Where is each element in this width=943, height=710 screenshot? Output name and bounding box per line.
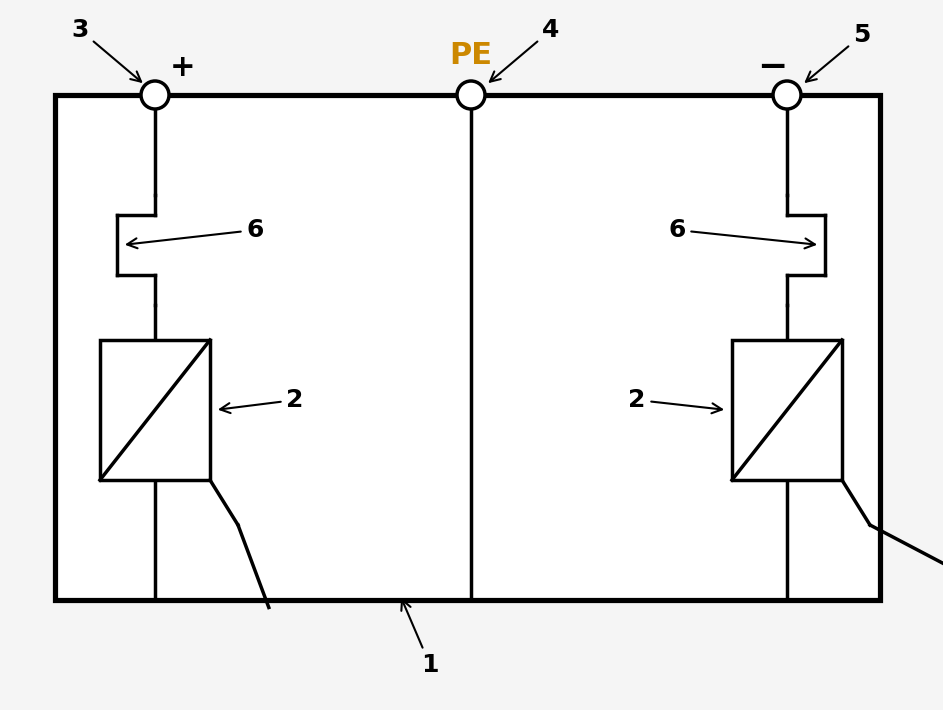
Text: 5: 5 — [806, 23, 870, 82]
Circle shape — [457, 81, 485, 109]
Text: 2: 2 — [628, 388, 722, 413]
Text: 6: 6 — [127, 218, 264, 248]
Circle shape — [141, 81, 169, 109]
Bar — [55, 95, 880, 600]
Text: PE: PE — [450, 40, 492, 70]
Text: 1: 1 — [402, 600, 438, 677]
Text: 2: 2 — [220, 388, 304, 413]
Text: 4: 4 — [490, 18, 560, 82]
Text: −: − — [757, 50, 787, 84]
Circle shape — [773, 81, 801, 109]
Text: 6: 6 — [669, 218, 815, 248]
Bar — [732, 340, 842, 480]
Text: +: + — [170, 53, 196, 82]
Text: 3: 3 — [72, 18, 141, 82]
Bar — [100, 340, 210, 480]
